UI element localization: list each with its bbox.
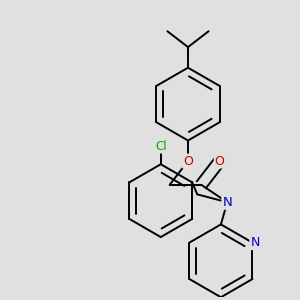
Text: O: O: [215, 154, 225, 168]
Text: N: N: [222, 196, 232, 209]
Text: O: O: [183, 154, 193, 168]
Text: N: N: [250, 236, 260, 249]
Text: Cl: Cl: [155, 140, 166, 152]
